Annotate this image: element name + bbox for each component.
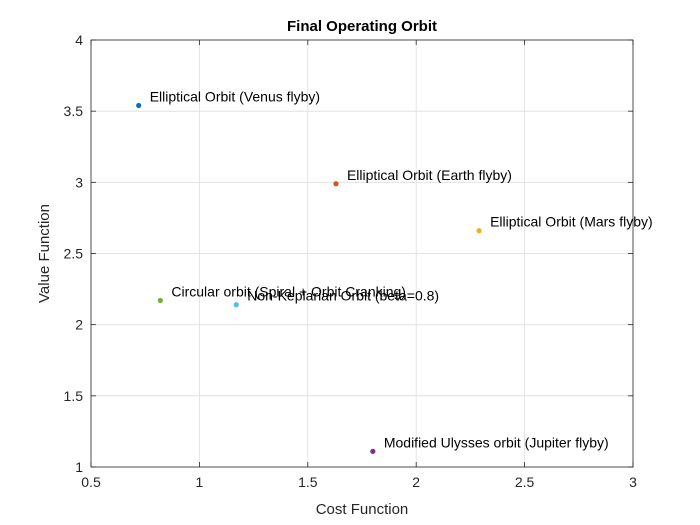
x-tick-label: 1.5 [298, 474, 318, 490]
data-point [333, 181, 339, 187]
x-tick-label: 0.5 [81, 474, 101, 490]
data-point [157, 297, 163, 304]
point-label: Elliptical Orbit (Venus flyby) [150, 88, 320, 104]
y-tick-label: 2.5 [64, 246, 84, 262]
data-points: Elliptical Orbit (Venus flyby) Elliptical… [136, 88, 653, 454]
point-label: Elliptical Orbit (Earth flyby) [347, 167, 512, 183]
y-axis-label: Value Function [36, 204, 53, 303]
y-tick-label: 2 [75, 317, 83, 333]
x-tick-label: 2 [412, 474, 420, 490]
y-tick-label: 4 [75, 32, 83, 48]
x-tick-label: 3 [629, 474, 637, 490]
y-tick-label: 1.5 [64, 388, 84, 404]
data-point [233, 302, 239, 308]
y-tick-label: 3.5 [64, 103, 84, 119]
chart-title: Final Operating Orbit [287, 18, 437, 35]
x-axis-label: Cost Function [316, 501, 409, 518]
data-point [370, 448, 376, 454]
point-label: Circular orbit (Spiral + Orbit Cranking) [171, 283, 406, 299]
y-tick-label: 1 [75, 459, 83, 475]
x-tick-label: 1 [196, 474, 204, 490]
data-point [136, 102, 142, 109]
data-point [476, 228, 482, 234]
point-label: Non-Keplarian Orbit (beta=0.8) [247, 288, 439, 304]
axis-ticks: 0.5 1 1.5 2 2.5 311.522.533.54 [64, 32, 638, 490]
point-label: Elliptical Orbit (Mars flyby) [490, 214, 653, 230]
point-label: Modified Ulysses orbit (Jupiter flyby) [384, 434, 609, 450]
x-tick-label: 2.5 [515, 474, 535, 490]
y-tick-label: 3 [75, 174, 83, 190]
